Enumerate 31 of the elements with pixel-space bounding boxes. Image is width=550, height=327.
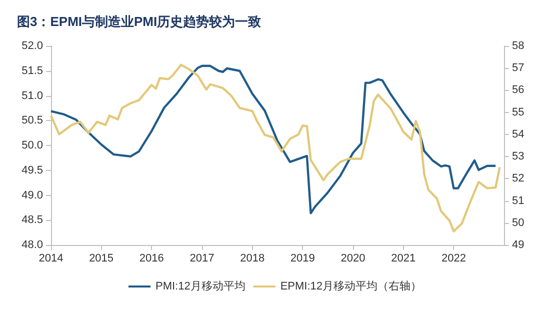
- y-tick-label: 51.0: [22, 90, 43, 102]
- x-tick-label: 2022: [441, 252, 466, 264]
- y2-tick-label: 53: [512, 150, 524, 163]
- x-tick-label: 2018: [240, 252, 265, 264]
- y2-tick-label: 56: [512, 84, 524, 96]
- x-tick-label: 2016: [139, 252, 164, 264]
- legend-label: PMI:12月移动平均: [155, 280, 246, 292]
- y-tick-label: 49.0: [22, 189, 43, 202]
- y2-tick-label: 50: [512, 216, 524, 229]
- y2-tick-label: 51: [512, 194, 524, 207]
- y-tick-label: 50.5: [22, 114, 43, 127]
- x-tick-label: 2021: [391, 252, 416, 264]
- y-tick-label: 51.5: [22, 64, 43, 77]
- x-tick-label: 2017: [190, 252, 214, 264]
- y2-tick-label: 57: [512, 62, 524, 74]
- chart-title: 图3：EPMI与制造业PMI历史趋势较为一致: [17, 14, 262, 29]
- y-tick-label: 48.5: [22, 214, 43, 226]
- y2-tick-label: 54: [512, 128, 524, 140]
- x-tick-label: 2019: [290, 252, 315, 264]
- y-tick-label: 48.0: [22, 239, 43, 251]
- y2-tick-label: 49: [512, 239, 524, 251]
- y2-tick-label: 52: [512, 172, 524, 185]
- y-tick-label: 52.0: [22, 40, 43, 52]
- y2-tick-label: 55: [512, 106, 524, 118]
- legend-label: EPMI:12月移动平均（右轴）: [280, 280, 422, 292]
- x-tick-label: 2015: [89, 252, 114, 264]
- x-tick-label: 2020: [340, 252, 366, 264]
- x-tick-label: 2014: [38, 252, 64, 264]
- y-tick-label: 49.5: [22, 164, 43, 176]
- y2-tick-label: 58: [512, 40, 524, 52]
- y-tick-label: 50.0: [22, 140, 43, 152]
